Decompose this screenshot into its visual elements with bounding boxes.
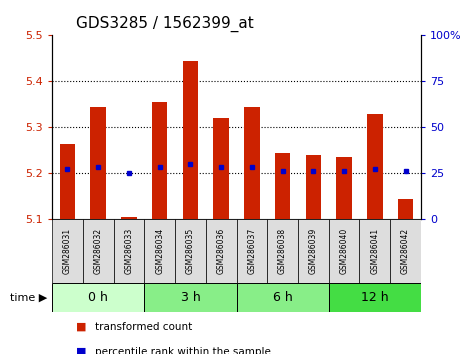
Text: GSM286042: GSM286042 [401, 228, 410, 274]
Text: GSM286041: GSM286041 [370, 228, 379, 274]
Bar [52, 283, 144, 312]
Text: ■: ■ [76, 322, 86, 332]
Text: transformed count: transformed count [95, 322, 192, 332]
Bar [359, 219, 390, 283]
Bar [90, 107, 106, 219]
Bar [175, 219, 206, 283]
Text: percentile rank within the sample: percentile rank within the sample [95, 347, 271, 354]
Text: GSM286035: GSM286035 [186, 228, 195, 274]
Bar [114, 219, 144, 283]
Text: GSM286034: GSM286034 [155, 228, 164, 274]
Text: GSM286039: GSM286039 [309, 228, 318, 274]
Text: 12 h: 12 h [361, 291, 389, 304]
Bar [60, 143, 75, 219]
Bar [267, 219, 298, 283]
Bar [390, 219, 421, 283]
Text: time ▶: time ▶ [10, 292, 47, 302]
Text: GSM286036: GSM286036 [217, 228, 226, 274]
Bar [213, 118, 229, 219]
Bar [336, 157, 352, 219]
Text: GSM286040: GSM286040 [340, 228, 349, 274]
Bar [83, 219, 114, 283]
Bar [206, 219, 236, 283]
Text: GSM286038: GSM286038 [278, 228, 287, 274]
Bar [121, 217, 137, 219]
Bar [244, 107, 260, 219]
Bar [144, 283, 236, 312]
Text: GDS3285 / 1562399_at: GDS3285 / 1562399_at [76, 16, 254, 32]
Bar [236, 283, 329, 312]
Bar [152, 102, 167, 219]
Bar [236, 219, 267, 283]
Text: GSM286031: GSM286031 [63, 228, 72, 274]
Text: ■: ■ [76, 347, 86, 354]
Bar [398, 199, 413, 219]
Text: GSM286033: GSM286033 [124, 228, 133, 274]
Bar [329, 283, 421, 312]
Bar [52, 219, 83, 283]
Bar [275, 153, 290, 219]
Bar [329, 219, 359, 283]
Text: 6 h: 6 h [273, 291, 292, 304]
Bar [306, 155, 321, 219]
Text: GSM286032: GSM286032 [94, 228, 103, 274]
Bar [183, 61, 198, 219]
Text: 3 h: 3 h [181, 291, 200, 304]
Text: 0 h: 0 h [88, 291, 108, 304]
Bar [298, 219, 329, 283]
Text: GSM286037: GSM286037 [247, 228, 256, 274]
Bar [367, 114, 383, 219]
Bar [144, 219, 175, 283]
